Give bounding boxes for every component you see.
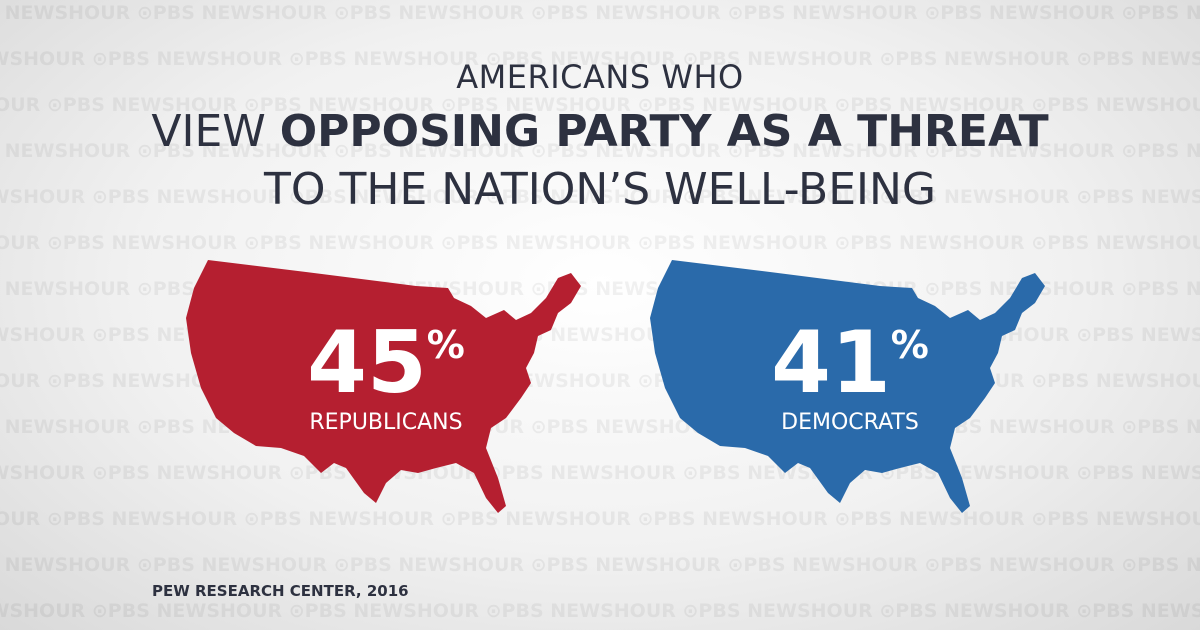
us-map-shape-blue <box>650 260 1045 513</box>
title-line-2: VIEW OPPOSING PARTY AS A THREAT <box>0 106 1200 157</box>
source-credit: PEW RESEARCH CENTER, 2016 <box>152 582 409 600</box>
republicans-percent: 45% <box>186 320 586 406</box>
title-line-1: AMERICANS WHO <box>456 58 744 96</box>
us-map-shape-red <box>186 260 581 513</box>
watermark-row: ⊙PBS NEWSHOUR ⊙PBS NEWSHOUR ⊙PBS NEWSHOU… <box>0 48 1200 70</box>
watermark-row: ⊙PBS NEWSHOUR ⊙PBS NEWSHOUR ⊙PBS NEWSHOU… <box>0 508 1200 530</box>
watermark-row: ⊙PBS NEWSHOUR ⊙PBS NEWSHOUR ⊙PBS NEWSHOU… <box>0 554 1200 576</box>
watermark-row: ⊙PBS NEWSHOUR ⊙PBS NEWSHOUR ⊙PBS NEWSHOU… <box>0 186 1200 208</box>
democrats-label: DEMOCRATS <box>781 410 919 435</box>
democrats-percent: 41% <box>650 320 1050 406</box>
watermark-row: ⊙PBS NEWSHOUR ⊙PBS NEWSHOUR ⊙PBS NEWSHOU… <box>0 140 1200 162</box>
title-line-2-prefix: VIEW <box>151 106 280 157</box>
republicans-label: REPUBLICANS <box>309 410 463 435</box>
republicans-us-map: 45% REPUBLICANS <box>186 258 586 518</box>
percent-sign: % <box>890 323 929 367</box>
watermark-row: ⊙PBS NEWSHOUR ⊙PBS NEWSHOUR ⊙PBS NEWSHOU… <box>0 94 1200 116</box>
title-line-3: TO THE NATION’S WELL-BEING <box>264 164 936 215</box>
watermark-row: ⊙PBS NEWSHOUR ⊙PBS NEWSHOUR ⊙PBS NEWSHOU… <box>0 600 1200 622</box>
percent-sign: % <box>426 323 465 367</box>
republicans-percent-value: 45 <box>307 313 427 413</box>
watermark-row: ⊙PBS NEWSHOUR ⊙PBS NEWSHOUR ⊙PBS NEWSHOU… <box>0 2 1200 24</box>
democrats-percent-value: 41 <box>771 313 891 413</box>
title-line-2-bold: OPPOSING PARTY AS A THREAT <box>279 106 1049 157</box>
democrats-us-map: 41% DEMOCRATS <box>650 258 1050 518</box>
watermark-row: ⊙PBS NEWSHOUR ⊙PBS NEWSHOUR ⊙PBS NEWSHOU… <box>0 232 1200 254</box>
